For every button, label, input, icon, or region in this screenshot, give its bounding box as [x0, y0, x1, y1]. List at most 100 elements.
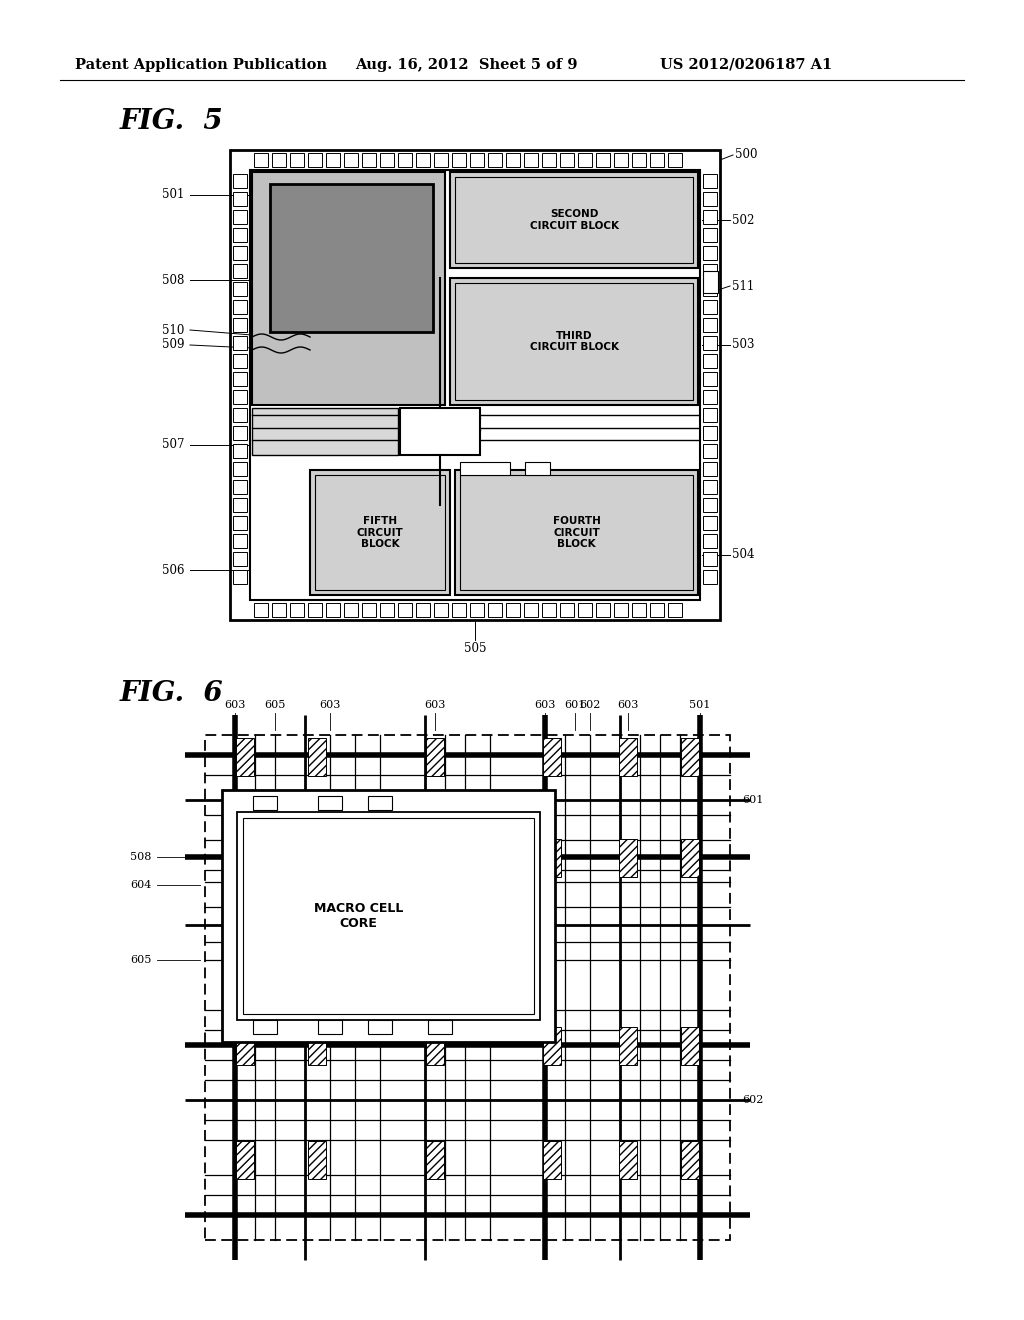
- Bar: [542, 153, 556, 168]
- Text: 602: 602: [580, 700, 601, 710]
- Bar: [398, 603, 412, 616]
- Bar: [233, 570, 247, 583]
- Bar: [450, 279, 698, 405]
- Bar: [380, 603, 394, 616]
- Text: 508: 508: [130, 851, 152, 862]
- Bar: [703, 174, 717, 187]
- Bar: [233, 246, 247, 260]
- Bar: [233, 372, 247, 385]
- Bar: [308, 738, 326, 776]
- Bar: [233, 300, 247, 314]
- Bar: [428, 1020, 452, 1034]
- Bar: [233, 516, 247, 531]
- Bar: [578, 153, 592, 168]
- Text: 605: 605: [130, 954, 152, 965]
- Bar: [434, 153, 449, 168]
- Bar: [455, 177, 693, 263]
- Bar: [310, 470, 450, 595]
- Bar: [380, 153, 394, 168]
- Bar: [703, 516, 717, 531]
- Bar: [368, 796, 392, 810]
- Text: 509: 509: [162, 338, 184, 351]
- Bar: [326, 603, 340, 616]
- Bar: [252, 172, 445, 405]
- Text: 501: 501: [689, 700, 711, 710]
- Bar: [703, 318, 717, 333]
- Bar: [681, 738, 699, 776]
- Bar: [618, 1140, 637, 1179]
- Text: 601: 601: [564, 700, 586, 710]
- Bar: [703, 210, 717, 224]
- Bar: [542, 603, 556, 616]
- Text: 603: 603: [424, 700, 445, 710]
- Text: 602: 602: [742, 1096, 763, 1105]
- Bar: [308, 1140, 326, 1179]
- Bar: [668, 153, 682, 168]
- Bar: [506, 153, 520, 168]
- Bar: [618, 840, 637, 876]
- Text: 510: 510: [162, 323, 184, 337]
- Bar: [315, 475, 445, 590]
- Bar: [703, 498, 717, 512]
- Bar: [253, 1020, 278, 1034]
- Bar: [703, 552, 717, 566]
- Bar: [233, 191, 247, 206]
- Bar: [596, 153, 610, 168]
- Bar: [236, 1140, 254, 1179]
- Bar: [426, 1140, 444, 1179]
- Bar: [233, 535, 247, 548]
- Bar: [703, 462, 717, 477]
- Text: 503: 503: [732, 338, 755, 351]
- Bar: [400, 408, 480, 455]
- Bar: [543, 1140, 561, 1179]
- Text: 502: 502: [732, 214, 755, 227]
- Bar: [703, 271, 718, 293]
- Bar: [270, 183, 433, 333]
- Bar: [398, 153, 412, 168]
- Text: Patent Application Publication: Patent Application Publication: [75, 58, 327, 73]
- Bar: [308, 603, 322, 616]
- Bar: [618, 738, 637, 776]
- Text: SECOND
CIRCUIT BLOCK: SECOND CIRCUIT BLOCK: [529, 209, 618, 231]
- Text: 603: 603: [319, 700, 341, 710]
- Bar: [455, 470, 698, 595]
- Bar: [470, 603, 484, 616]
- Bar: [703, 282, 717, 296]
- Bar: [618, 1027, 637, 1065]
- Text: 603: 603: [617, 700, 639, 710]
- Bar: [368, 1020, 392, 1034]
- Bar: [703, 372, 717, 385]
- Bar: [578, 603, 592, 616]
- Bar: [703, 570, 717, 583]
- Text: MACRO CELL
CORE: MACRO CELL CORE: [313, 902, 403, 931]
- Bar: [233, 354, 247, 368]
- Text: 601: 601: [742, 795, 763, 805]
- Bar: [326, 153, 340, 168]
- Text: FIG.  6: FIG. 6: [120, 680, 223, 708]
- Bar: [308, 153, 322, 168]
- Bar: [233, 498, 247, 512]
- Bar: [344, 603, 358, 616]
- Text: 507: 507: [162, 438, 184, 451]
- Bar: [452, 603, 466, 616]
- Text: 605: 605: [264, 700, 286, 710]
- Bar: [506, 603, 520, 616]
- Bar: [488, 153, 502, 168]
- Text: 511: 511: [732, 280, 755, 293]
- Bar: [416, 603, 430, 616]
- Bar: [290, 603, 304, 616]
- Bar: [703, 426, 717, 440]
- Bar: [426, 840, 444, 876]
- Bar: [416, 153, 430, 168]
- Bar: [525, 462, 550, 475]
- Bar: [703, 444, 717, 458]
- Bar: [233, 318, 247, 333]
- Text: US 2012/0206187 A1: US 2012/0206187 A1: [660, 58, 833, 73]
- Bar: [308, 840, 326, 876]
- Bar: [344, 153, 358, 168]
- Bar: [596, 603, 610, 616]
- Bar: [632, 603, 646, 616]
- Bar: [703, 389, 717, 404]
- Text: 506: 506: [162, 564, 184, 577]
- Bar: [543, 840, 561, 876]
